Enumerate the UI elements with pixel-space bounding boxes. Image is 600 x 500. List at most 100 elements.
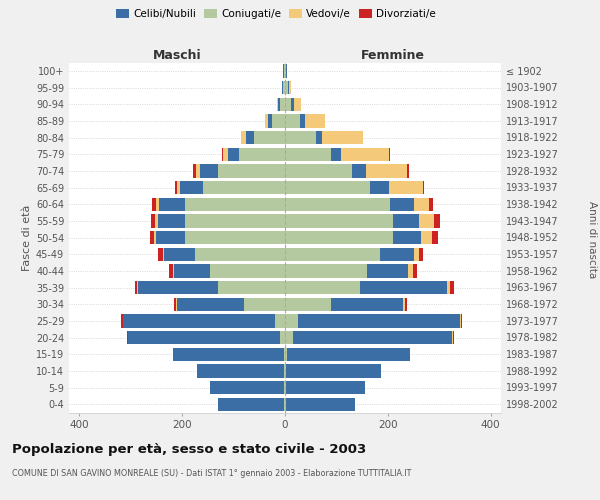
Bar: [285, 214, 393, 228]
Bar: [421, 231, 431, 244]
Bar: [185, 231, 285, 244]
Bar: [203, 181, 285, 194]
Bar: [409, 264, 413, 278]
Bar: [331, 148, 341, 161]
Bar: [280, 98, 285, 111]
Text: Maschi: Maschi: [152, 48, 202, 62]
Bar: [285, 114, 301, 128]
Bar: [283, 64, 284, 78]
Bar: [286, 364, 381, 378]
Bar: [447, 281, 449, 294]
Bar: [285, 231, 393, 244]
Bar: [322, 131, 363, 144]
Bar: [460, 314, 461, 328]
Bar: [218, 398, 284, 411]
Bar: [157, 231, 185, 244]
Text: Femmine: Femmine: [361, 48, 425, 62]
Bar: [413, 248, 419, 261]
Bar: [282, 81, 283, 94]
Bar: [393, 231, 421, 244]
Legend: Celibi/Nubili, Coniugati/e, Vedovi/e, Divorziati/e: Celibi/Nubili, Coniugati/e, Vedovi/e, Di…: [112, 5, 440, 24]
Bar: [359, 281, 447, 294]
Bar: [175, 181, 177, 194]
Text: Anni di nascita: Anni di nascita: [587, 202, 597, 278]
Bar: [285, 198, 391, 211]
Bar: [285, 331, 293, 344]
Text: COMUNE DI SAN GAVINO MONREALE (SU) - Dati ISTAT 1° gennaio 2003 - Elaborazione T: COMUNE DI SAN GAVINO MONREALE (SU) - Dat…: [12, 469, 412, 478]
Bar: [247, 131, 254, 144]
Bar: [200, 164, 218, 177]
Bar: [286, 64, 287, 78]
Bar: [331, 298, 403, 311]
Bar: [197, 364, 284, 378]
Bar: [285, 298, 331, 311]
Bar: [352, 164, 366, 177]
Bar: [280, 331, 285, 344]
Bar: [154, 231, 157, 244]
Bar: [413, 198, 429, 211]
Bar: [298, 314, 460, 328]
Bar: [139, 281, 218, 294]
Bar: [123, 314, 275, 328]
Bar: [289, 81, 290, 94]
Bar: [185, 214, 285, 228]
Bar: [391, 198, 413, 211]
Bar: [222, 148, 223, 161]
Bar: [177, 298, 244, 311]
Bar: [127, 331, 128, 344]
Bar: [158, 248, 163, 261]
Bar: [287, 81, 289, 94]
Bar: [239, 148, 285, 161]
Bar: [277, 98, 278, 111]
Bar: [137, 281, 139, 294]
Bar: [196, 164, 200, 177]
Bar: [301, 114, 305, 128]
Bar: [380, 248, 413, 261]
Bar: [294, 98, 301, 111]
Bar: [284, 64, 285, 78]
Bar: [179, 181, 203, 194]
Bar: [272, 114, 285, 128]
Bar: [268, 114, 272, 128]
Bar: [285, 364, 286, 378]
Bar: [177, 181, 179, 194]
Bar: [275, 314, 285, 328]
Bar: [121, 314, 123, 328]
Bar: [449, 281, 454, 294]
Bar: [461, 314, 463, 328]
Bar: [163, 248, 164, 261]
Bar: [128, 331, 280, 344]
Bar: [285, 264, 367, 278]
Bar: [285, 131, 316, 144]
Bar: [193, 164, 196, 177]
Bar: [393, 214, 419, 228]
Bar: [431, 231, 438, 244]
Bar: [164, 248, 195, 261]
Bar: [423, 181, 424, 194]
Bar: [218, 281, 285, 294]
Bar: [150, 231, 154, 244]
Bar: [341, 148, 389, 161]
Bar: [419, 214, 434, 228]
Bar: [434, 214, 440, 228]
Bar: [403, 298, 405, 311]
Bar: [287, 348, 410, 361]
Bar: [254, 131, 285, 144]
Y-axis label: Fasce di età: Fasce di età: [22, 204, 32, 270]
Bar: [429, 198, 433, 211]
Bar: [283, 81, 285, 94]
Bar: [155, 214, 158, 228]
Bar: [223, 148, 229, 161]
Bar: [366, 164, 407, 177]
Bar: [284, 348, 285, 361]
Bar: [285, 181, 370, 194]
Bar: [218, 164, 285, 177]
Bar: [285, 81, 287, 94]
Bar: [278, 98, 280, 111]
Bar: [285, 281, 359, 294]
Bar: [285, 98, 291, 111]
Bar: [286, 398, 355, 411]
Bar: [285, 148, 331, 161]
Bar: [285, 164, 352, 177]
Bar: [151, 214, 155, 228]
